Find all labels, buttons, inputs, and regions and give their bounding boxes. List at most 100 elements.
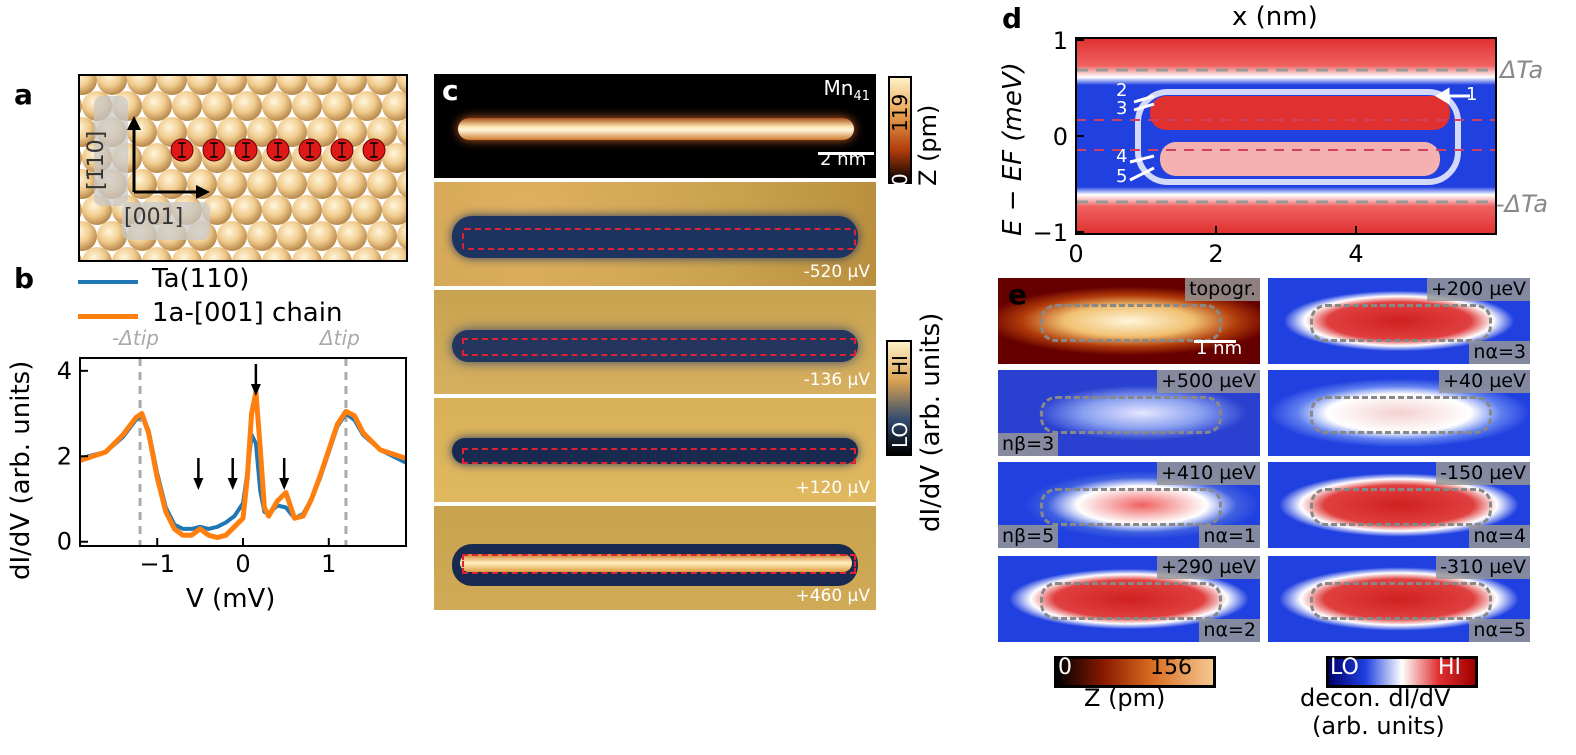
ta-atom	[397, 169, 408, 199]
chain-topography	[458, 118, 854, 140]
z-colorbar-max-e: 156	[1150, 655, 1192, 680]
ta-atom	[217, 74, 247, 95]
tile-label-left: nβ=3	[998, 433, 1059, 456]
ta-atom	[292, 247, 322, 262]
state-label-5: 5	[1116, 166, 1128, 187]
scalebar-e	[1194, 340, 1236, 343]
panel-label-c: c	[442, 74, 459, 107]
y-tick-label: 0	[57, 528, 72, 556]
ta-atom	[78, 74, 97, 95]
ta-atom	[277, 117, 307, 147]
state-label-2: 2	[1116, 80, 1128, 101]
bias-label-2: -136 µV	[803, 370, 870, 390]
ta-atom	[322, 91, 352, 121]
tile-label-top: +500 µeV	[1157, 370, 1260, 393]
ta-atom	[382, 91, 408, 121]
tile-label-top: -150 µeV	[1436, 462, 1530, 485]
ta-atom	[367, 221, 397, 251]
tile-label-top: +410 µeV	[1157, 462, 1260, 485]
map-tile-3: +40 µeV	[1268, 370, 1530, 456]
ta-atom	[97, 221, 127, 251]
bias-label-3: +120 µV	[795, 478, 870, 498]
ta-atom	[397, 117, 408, 147]
z-colorbar-min-e: 0	[1058, 655, 1072, 680]
ta-atom	[247, 169, 277, 199]
chain-outline	[1040, 488, 1222, 526]
scalebar-label-c: 2 nm	[820, 149, 867, 170]
map-tile-0: topogr. 1 nm	[998, 278, 1260, 364]
spectra-chart: −1 0 1 0 2 4	[57, 357, 407, 578]
topography-image: Mn41 2 nm	[434, 74, 876, 178]
panel-label-b: b	[14, 262, 35, 295]
ta-atom	[337, 221, 367, 251]
tile-label-bottom: nα=1	[1199, 525, 1260, 548]
ta-atom	[247, 74, 277, 95]
didv-map-4: +460 µV	[434, 506, 876, 610]
ta-atom	[142, 247, 172, 262]
ta-atom	[337, 74, 367, 95]
x-tick-label-d: 4	[1348, 240, 1363, 268]
ta-atom	[307, 74, 337, 95]
ta-atom	[247, 117, 277, 147]
ta-atom	[232, 91, 262, 121]
ta-atom	[262, 195, 292, 225]
ta-atom	[322, 247, 352, 262]
x-tick-label: 0	[235, 550, 250, 578]
didv-colorbar-lo: LO	[888, 421, 912, 448]
chain-outline	[1310, 396, 1492, 434]
legend-label-ta: Ta(110)	[152, 264, 250, 294]
ta-atom	[382, 247, 408, 262]
z-colorbar-label-c: Z (pm)	[914, 104, 942, 186]
ta-atom	[262, 247, 292, 262]
y-axis-label-b: dI/dV (arb. units)	[6, 360, 36, 580]
ta-atom	[187, 74, 217, 95]
x-axis-label-b: V (mV)	[186, 584, 276, 614]
ta-atom	[97, 74, 127, 95]
gap-label-left: -Δtip	[112, 326, 159, 350]
map-tile-5: -150 µeV nα=4	[1268, 462, 1530, 548]
ta-atom	[142, 143, 172, 173]
y-tick-label-d: −1	[1033, 219, 1068, 247]
ta-atom	[232, 195, 262, 225]
tile-label-top: +40 µeV	[1439, 370, 1530, 393]
map-tile-6: +290 µeV nα=2	[998, 556, 1260, 642]
ta-atom	[232, 247, 262, 262]
tile-label-bottom: nα=2	[1199, 619, 1260, 642]
ta-atom	[157, 169, 187, 199]
direction-label-001: [001]	[124, 205, 184, 230]
decon-colorbar-hi: HI	[1438, 655, 1462, 680]
didv-map-3: +120 µV	[434, 398, 876, 502]
x-tick-label: −1	[140, 550, 175, 578]
y-tick-label: 2	[57, 442, 72, 470]
ta-atom	[202, 91, 232, 121]
lattice-diagram	[78, 74, 408, 262]
legend-swatch-ta	[78, 280, 138, 284]
chain-outline	[1040, 582, 1222, 620]
panel-label-e: e	[1008, 278, 1027, 311]
ta-atom	[397, 221, 408, 251]
ta-atom	[262, 91, 292, 121]
ta-atom	[172, 247, 202, 262]
decon-colorbar-lo: LO	[1330, 655, 1359, 680]
z-colorbar-max-c: 119	[888, 93, 912, 132]
ta-atom	[352, 247, 382, 262]
gap-label-bottom: -ΔTa	[1496, 190, 1548, 218]
ta-atom	[382, 143, 408, 173]
ta-atom	[292, 195, 322, 225]
z-colorbar-min-c: 0	[888, 173, 912, 186]
state-label-1: 1	[1466, 84, 1478, 105]
ta-atom	[112, 247, 142, 262]
ta-atom	[157, 74, 187, 95]
ta-atom	[217, 117, 247, 147]
tile-label-top: topogr.	[1185, 278, 1260, 301]
ta-atom	[397, 74, 408, 95]
decon-colorbar-label1: decon. dI/dV	[1300, 684, 1451, 712]
ta-atom	[307, 221, 337, 251]
didv-colorbar-c	[886, 340, 912, 456]
ta-atom	[277, 221, 307, 251]
chain-outline	[1310, 304, 1492, 342]
series-line-1	[79, 389, 407, 540]
ta-atom	[352, 91, 382, 121]
chain-outline	[1310, 488, 1492, 526]
x-tick-label-d: 0	[1068, 240, 1083, 268]
